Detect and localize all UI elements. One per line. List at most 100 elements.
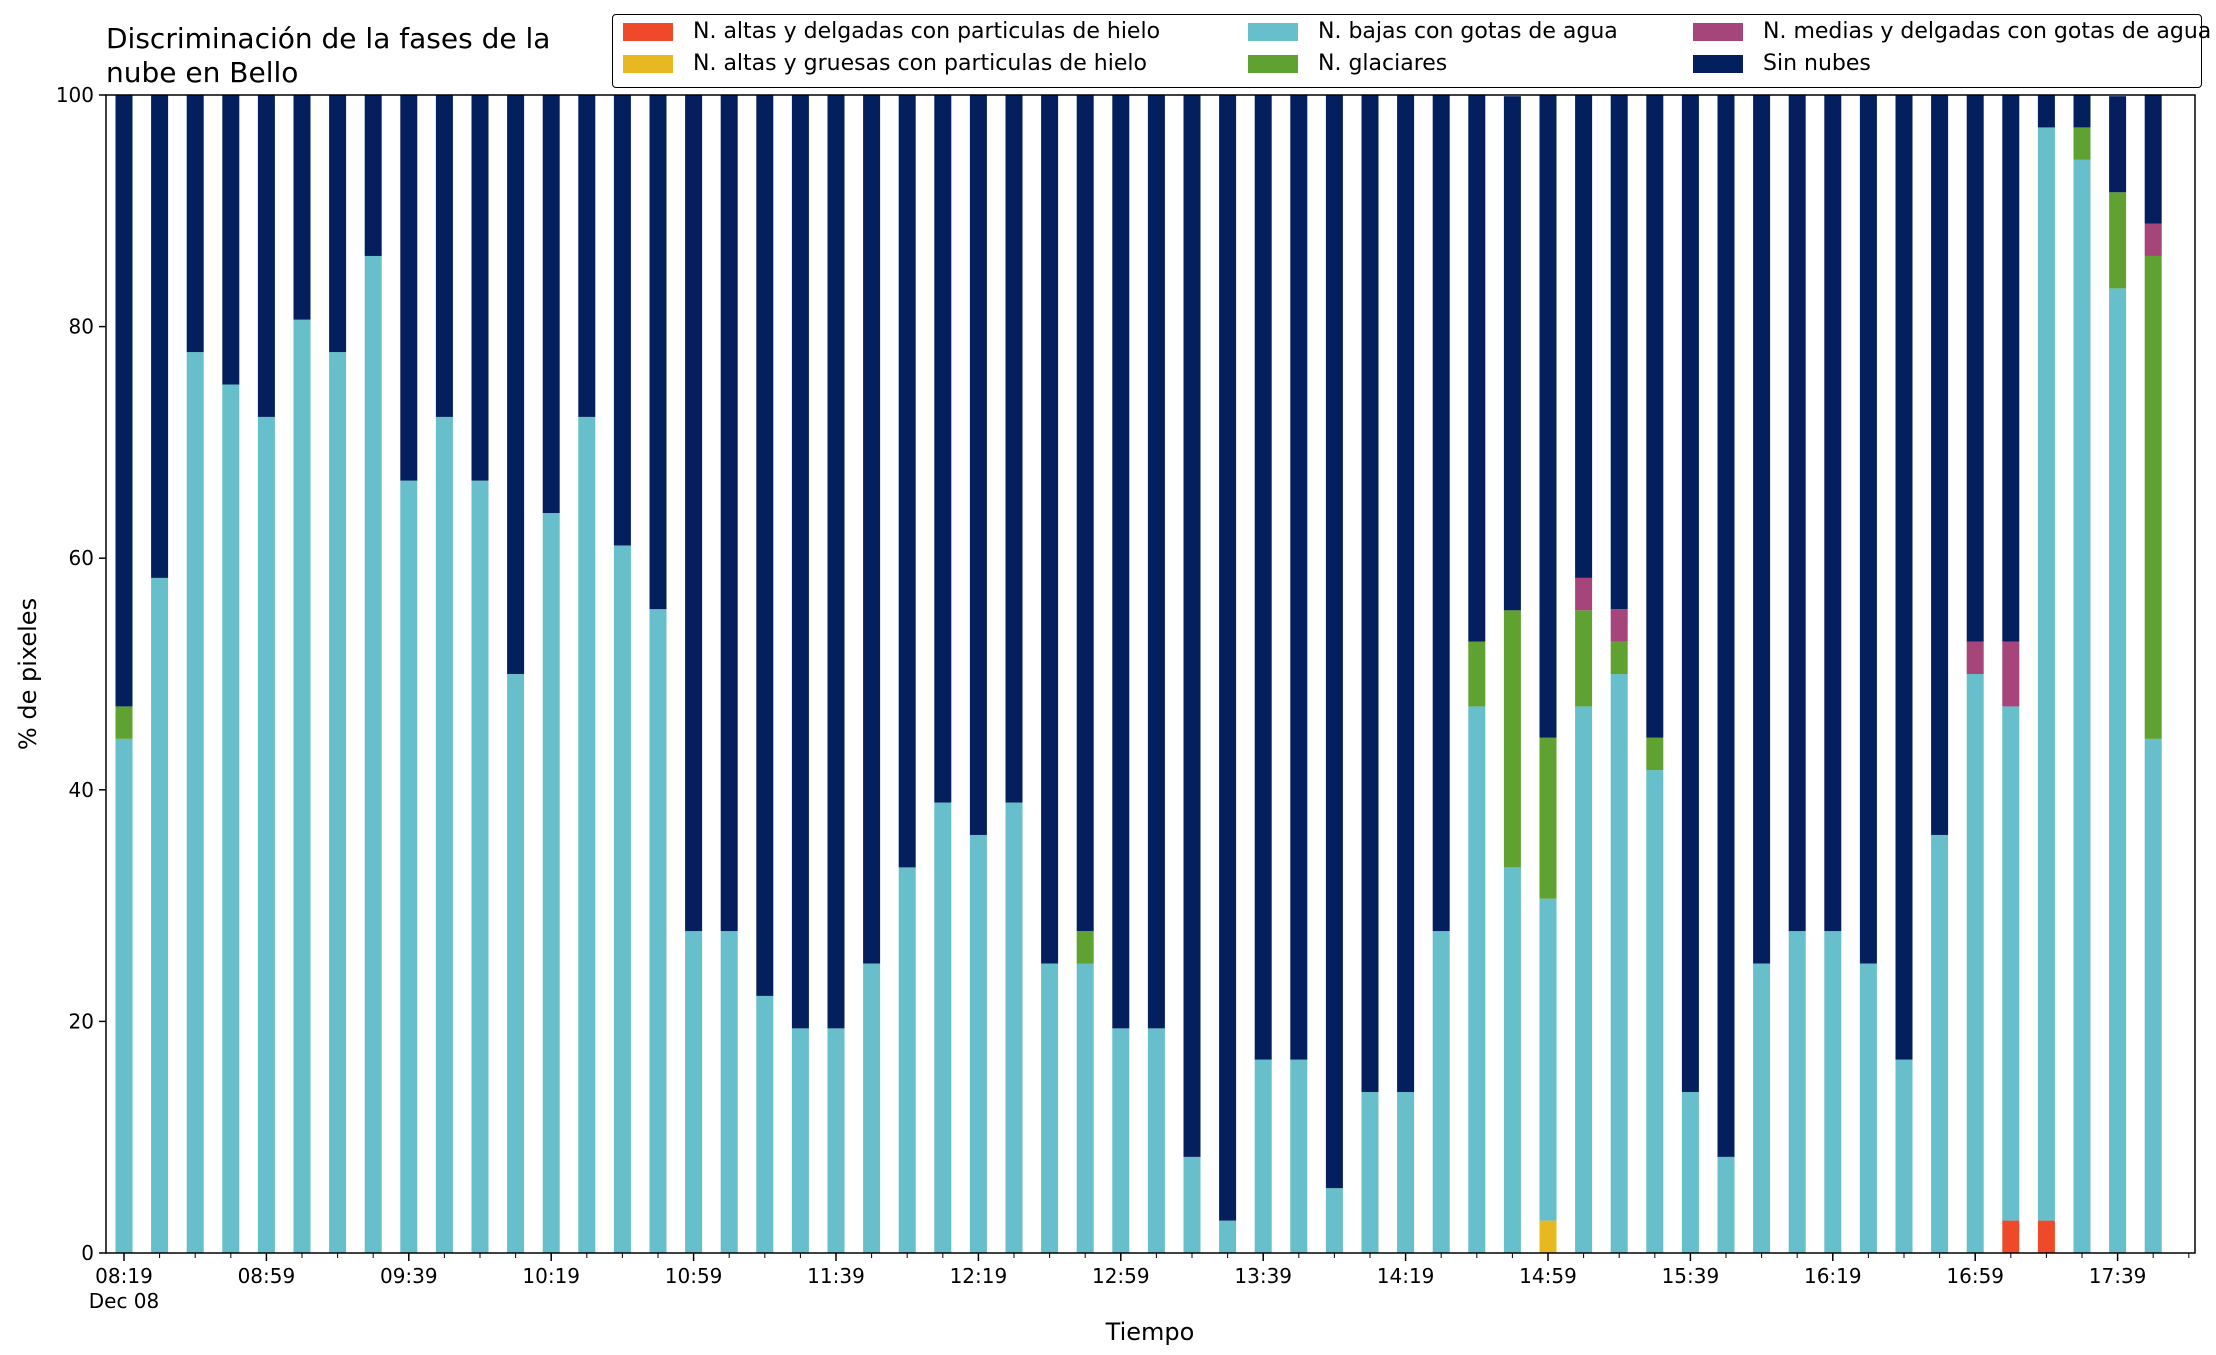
legend-item-n-bajas-con-gotas-de-agua: N. bajas con gotas de agua [1248, 19, 1618, 44]
bar-sin-nubes-22 [898, 95, 916, 868]
bar-sin-nubes-2 [186, 95, 204, 353]
bar-sin-nubes-46 [1753, 95, 1771, 964]
bar-n-bajas-con-gotas-de-agua-24 [969, 834, 987, 1253]
x-axis-label: Tiempo [1105, 1318, 1195, 1346]
bar-n-bajas-con-gotas-de-agua-12 [542, 513, 560, 1253]
bar-sin-nubes-33 [1290, 95, 1308, 1060]
bar-n-bajas-con-gotas-de-agua-6 [329, 352, 347, 1254]
bar-sin-nubes-24 [969, 95, 987, 835]
x-tick-label-32: 13:39 [1234, 1264, 1292, 1288]
bar-sin-nubes-52 [1966, 95, 1984, 642]
bar-n-bajas-con-gotas-de-agua-29 [1147, 1028, 1165, 1253]
bar-n-bajas-con-gotas-de-agua-35 [1361, 1092, 1379, 1253]
legend: N. altas y delgadas con particulas de hi… [612, 14, 2211, 88]
x-tick-label-8: 09:39 [380, 1264, 438, 1288]
legend-label: N. altas y delgadas con particulas de hi… [693, 19, 1161, 44]
y-tick-label-0: 0 [81, 1241, 94, 1265]
bar-n-bajas-con-gotas-de-agua-28 [1112, 1028, 1130, 1253]
bar-sin-nubes-36 [1397, 95, 1415, 1093]
bar-n-bajas-con-gotas-de-agua-36 [1397, 1092, 1415, 1253]
bar-sin-nubes-26 [1041, 95, 1059, 964]
bar-sin-nubes-18 [756, 95, 774, 996]
bar-n-bajas-con-gotas-de-agua-3 [222, 384, 240, 1253]
axes-frame [105, 94, 2196, 1254]
bar-sin-nubes-19 [791, 95, 809, 1029]
bar-n-bajas-con-gotas-de-agua-5 [293, 319, 311, 1253]
bar-n-bajas-con-gotas-de-agua-1 [151, 577, 169, 1253]
legend-label: N. altas y gruesas con particulas de hie… [693, 51, 1147, 76]
bar-sin-nubes-28 [1112, 95, 1130, 1029]
y-tick-label-60: 60 [69, 546, 94, 570]
bar-sin-nubes-9 [435, 95, 453, 417]
bar-sin-nubes-3 [222, 95, 240, 385]
legend-swatch [1693, 22, 1743, 41]
bar-n-bajas-con-gotas-de-agua-2 [186, 352, 204, 1254]
chart-title: Discriminación de la fases de la nube en… [106, 22, 551, 89]
bar-n-glaciares-38 [1468, 641, 1486, 707]
bar-n-glaciares-56 [2109, 192, 2127, 289]
bar-n-bajas-con-gotas-de-agua-54 [2037, 127, 2055, 1221]
bar-n-bajas-con-gotas-de-agua-16 [685, 931, 703, 1253]
bar-n-bajas-con-gotas-de-agua-38 [1468, 706, 1486, 1253]
legend-label: N. medias y delgadas con gotas de agua [1763, 19, 2212, 44]
x-tick-label-44: 15:39 [1662, 1264, 1720, 1288]
bar-n-bajas-con-gotas-de-agua-49 [1859, 963, 1877, 1253]
bar-n-medias-y-delgadas-con-gotas-de-agua-53 [2002, 641, 2020, 707]
bar-n-bajas-con-gotas-de-agua-44 [1681, 1092, 1699, 1253]
bar-sin-nubes-43 [1646, 95, 1664, 738]
bar-n-bajas-con-gotas-de-agua-40 [1539, 898, 1557, 1221]
bar-n-bajas-con-gotas-de-agua-30 [1183, 1156, 1201, 1253]
bar-n-bajas-con-gotas-de-agua-37 [1432, 931, 1450, 1253]
bar-n-bajas-con-gotas-de-agua-41 [1575, 706, 1593, 1253]
legend-swatch [1693, 54, 1743, 73]
x-tick-label-48: 16:19 [1804, 1264, 1862, 1288]
legend-swatch [1248, 54, 1298, 73]
bar-sin-nubes-0 [115, 95, 133, 707]
x-tick-label-0: 08:19 [95, 1264, 153, 1288]
bar-sin-nubes-12 [542, 95, 560, 514]
bar-n-bajas-con-gotas-de-agua-45 [1717, 1156, 1735, 1253]
bar-n-glaciares-27 [1076, 931, 1094, 964]
x-tick-label-40: 14:59 [1519, 1264, 1577, 1288]
bar-n-bajas-con-gotas-de-agua-22 [898, 867, 916, 1253]
x-tick-label-56: 17:39 [2089, 1264, 2147, 1288]
bar-sin-nubes-7 [364, 95, 382, 256]
bar-n-medias-y-delgadas-con-gotas-de-agua-52 [1966, 641, 1984, 674]
bar-sin-nubes-8 [400, 95, 418, 481]
bar-n-bajas-con-gotas-de-agua-26 [1041, 963, 1059, 1253]
bar-n-bajas-con-gotas-de-agua-8 [400, 480, 418, 1253]
bar-sin-nubes-1 [151, 95, 169, 578]
bar-sin-nubes-21 [863, 95, 881, 964]
bar-n-bajas-con-gotas-de-agua-56 [2109, 288, 2127, 1253]
bar-n-medias-y-delgadas-con-gotas-de-agua-57 [2144, 223, 2162, 256]
bar-n-bajas-con-gotas-de-agua-46 [1753, 963, 1771, 1253]
bar-sin-nubes-45 [1717, 95, 1735, 1157]
y-tick-label-80: 80 [69, 315, 94, 339]
bar-n-bajas-con-gotas-de-agua-48 [1824, 931, 1842, 1253]
bar-n-bajas-con-gotas-de-agua-25 [1005, 802, 1023, 1253]
bar-sin-nubes-34 [1325, 95, 1343, 1189]
bar-n-glaciares-42 [1610, 641, 1628, 674]
bar-n-bajas-con-gotas-de-agua-39 [1503, 867, 1521, 1253]
bar-n-bajas-con-gotas-de-agua-4 [257, 416, 275, 1253]
legend-label: N. glaciares [1318, 51, 1448, 76]
bar-n-bajas-con-gotas-de-agua-43 [1646, 770, 1664, 1253]
bar-n-glaciares-40 [1539, 737, 1557, 899]
bar-sin-nubes-51 [1931, 95, 1949, 835]
bar-sin-nubes-27 [1076, 95, 1094, 932]
bar-n-glaciares-57 [2144, 255, 2162, 739]
bar-n-bajas-con-gotas-de-agua-21 [863, 963, 881, 1253]
bar-sin-nubes-5 [293, 95, 311, 320]
bar-sin-nubes-53 [2002, 95, 2020, 642]
bar-n-bajas-con-gotas-de-agua-27 [1076, 963, 1094, 1253]
legend-label: N. bajas con gotas de agua [1318, 19, 1618, 44]
legend-item-n-medias-y-delgadas-con-gotas-de-agua: N. medias y delgadas con gotas de agua [1693, 19, 2211, 44]
legend-item-n-altas-y-delgadas-con-particulas-de-hielo: N. altas y delgadas con particulas de hi… [623, 19, 1160, 44]
bar-n-glaciares-41 [1575, 610, 1593, 707]
bar-sin-nubes-41 [1575, 95, 1593, 578]
bar-sin-nubes-11 [507, 95, 525, 674]
x-tick-label-12: 10:19 [522, 1264, 580, 1288]
x-tick-label-52: 16:59 [1946, 1264, 2004, 1288]
x-tick-label-20: 11:39 [807, 1264, 865, 1288]
